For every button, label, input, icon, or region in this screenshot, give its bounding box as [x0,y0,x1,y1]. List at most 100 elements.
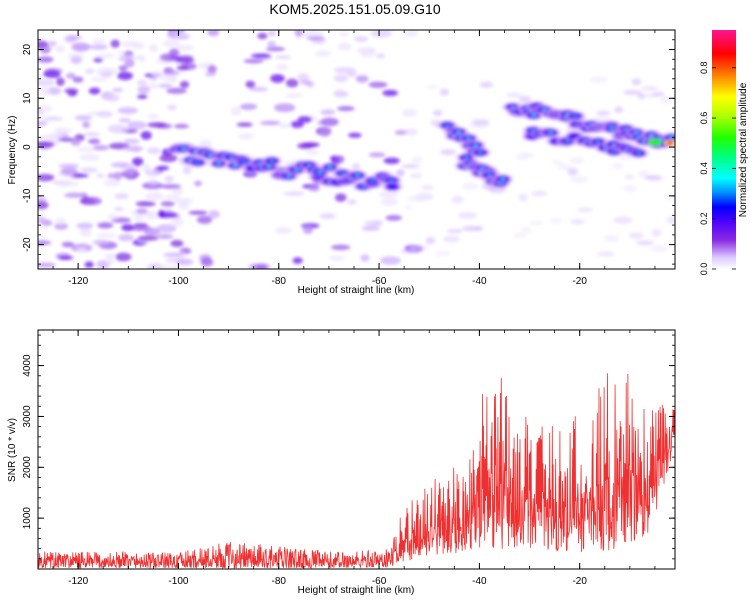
heatmap-cell [330,244,351,251]
heatmap-cell [162,252,185,258]
heatmap-cell [603,234,620,243]
heatmap-cell [118,118,131,123]
heatmap-cell [637,93,646,100]
heatmap-cell [95,53,116,59]
snr-x-tick-label: -80 [272,576,287,587]
heatmap-cell [56,77,65,87]
heatmap-cell [274,103,296,113]
heatmap-cell [104,253,117,258]
heatmap-cell [369,179,376,183]
heatmap-cell [38,196,47,203]
heatmap-cell [278,122,292,129]
heatmap-cell [79,154,100,161]
colorbar-label: Normalized spectral amplitude [738,82,749,217]
heatmap-cell [90,77,107,82]
heatmap-cell [421,185,435,191]
heatmap-cell [451,195,464,204]
heatmap-cell [207,66,218,72]
heatmap-cell [432,109,443,117]
heatmap-cell [179,80,190,89]
heatmap-cell [520,226,532,233]
heatmap-cell [550,217,562,224]
heatmap-cell [319,213,336,220]
heatmap-cell [275,55,291,60]
heatmap-cell [38,240,52,246]
heatmap-cell [569,176,589,183]
heatmap-cell [265,46,286,52]
heatmap-cell [64,35,78,43]
heatmap-cell [148,44,159,52]
heatmap-cell [118,56,134,61]
heatmap-cell [133,216,144,222]
heatmap-cell [143,227,161,236]
heatmap-cell [145,169,160,177]
heatmap-cell [137,235,159,241]
heatmap-cell [268,31,277,37]
heatmap-cell [112,87,124,93]
heatmap-cell [171,218,184,227]
heatmap-cell [188,210,208,215]
heatmap-cell [163,70,180,75]
heatmap-cell [548,131,553,134]
heatmap-cell [329,255,345,261]
heatmap-cell [38,262,57,268]
heatmap-cell [166,87,187,94]
heatmap-cell [611,162,624,170]
heatmap-cell [267,40,277,48]
heatmap-cell [208,209,220,219]
heatmap-cell [336,155,345,164]
heatmap-cell [297,142,315,150]
heatmap-cell [92,144,109,151]
heatmap-cell [117,107,138,115]
heatmap-cell [114,206,124,212]
heatmap-cell [506,92,523,98]
heatmap-cell [124,59,135,68]
snr-frame [37,329,676,570]
heatmap-cell [468,123,488,129]
heatmap-cell [113,171,123,181]
heatmap-cell [597,251,615,257]
heatmap-cell [58,180,70,188]
heatmap-cell [570,218,585,225]
heatmap-cell [305,149,319,155]
colorbar-tick-label: 0.4 [699,162,709,175]
heatmap-cell [333,90,349,98]
heatmap-cell [376,53,386,59]
heatmap-cell [196,215,213,224]
heatmap-cell [174,197,193,205]
heatmap-cell [121,223,134,232]
heatmap-cell [105,256,115,265]
heatmap-cell [440,149,457,156]
heatmap-cell [631,78,642,86]
heatmap-cell [370,30,392,38]
heatmap-cell [38,216,47,224]
heatmap-cell [236,122,253,127]
heatmap-cell [338,31,350,37]
heatmap-cell [103,179,121,187]
heatmap-cell [84,68,95,74]
heatmap-cell [337,105,355,112]
heatmap-cell [76,222,94,230]
heatmap-cell [577,207,594,213]
heatmap-cell [160,73,177,82]
heatmap-cell [462,225,480,232]
heatmap-cell [147,113,159,120]
heatmap-cell [217,162,221,165]
colorbar-tick-label: 0.0 [699,263,709,276]
heatmap-cell [127,121,147,130]
heatmap-cell [628,232,644,239]
heatmap-cell [645,93,659,98]
heatmap-cell [241,160,248,164]
heatmap-cell [110,39,120,48]
heatmap-cell [72,76,84,83]
heatmap-cell [161,184,182,189]
heatmap-cell [89,44,108,50]
heatmap-cell [97,233,117,238]
heatmap-cell [651,229,662,237]
heatmap-cell [426,84,438,89]
heatmap-cell [38,201,49,210]
spectrogram-y-tick-label: 10 [22,92,33,104]
heatmap-cell [478,151,483,154]
heatmap-cell [76,247,87,253]
heatmap-cell [439,88,450,96]
